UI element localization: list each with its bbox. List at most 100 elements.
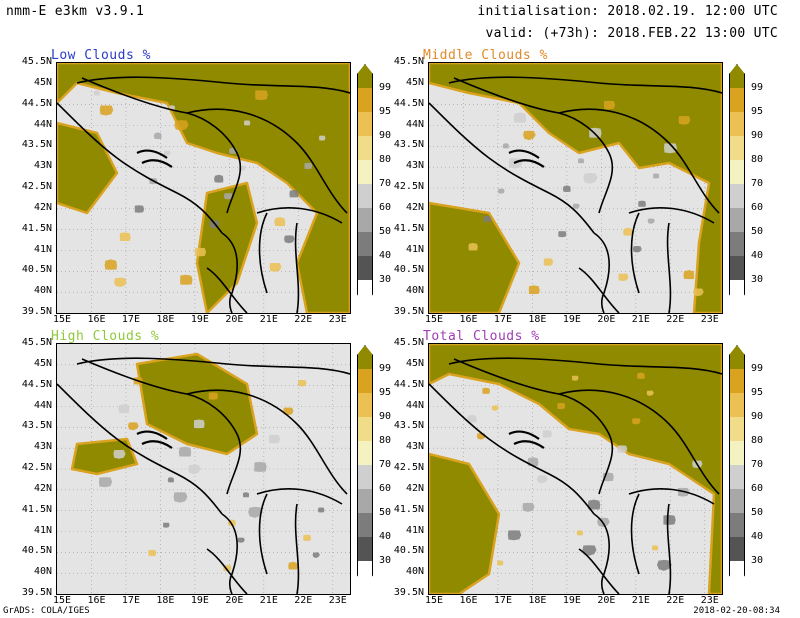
longitude-label: 15E xyxy=(424,314,444,325)
colorbar-tick: 70 xyxy=(751,459,764,470)
latitude-label: 44N xyxy=(405,399,424,411)
latitude-label: 41N xyxy=(405,524,424,536)
latitude-label: 43N xyxy=(33,160,52,172)
longitude-label: 18E xyxy=(528,314,547,325)
latitude-label: 44.5N xyxy=(21,378,52,390)
colorbar-segment xyxy=(357,280,373,304)
latitude-label: 45N xyxy=(33,76,52,88)
longitude-label: 23E xyxy=(700,595,719,606)
latitude-label: 40.5N xyxy=(393,264,424,276)
longitude-label: 22E xyxy=(294,595,313,606)
longitude-label: 20E xyxy=(597,595,616,606)
longitude-label: 19E xyxy=(190,314,209,325)
longitude-label: 17E xyxy=(121,314,140,325)
longitude-label: 16E xyxy=(459,314,478,325)
colorbar-segment xyxy=(357,160,373,184)
colorbar-segment xyxy=(729,465,745,489)
longitude-label: 21E xyxy=(631,314,650,325)
latitude-label: 42.5N xyxy=(393,462,424,473)
longitude-label: 18E xyxy=(528,595,547,606)
longitude-label: 19E xyxy=(562,314,581,325)
latitude-label: 45.5N xyxy=(393,337,424,348)
colorbar-segment xyxy=(357,513,373,537)
colorbar-segment xyxy=(357,345,373,370)
footer-credit: GrADS: COLA/IGES xyxy=(3,606,90,616)
initialisation-time: initialisation: 2018.02.19. 12:00 UTC xyxy=(477,4,778,19)
colorbar-tick: 30 xyxy=(751,274,764,285)
latitude-label: 43N xyxy=(33,441,52,453)
valid-time: valid: (+73h): 2018.FEB.22 13:00 UTC xyxy=(485,26,778,41)
colorbar-segment xyxy=(729,160,745,184)
colorbar-tick: 60 xyxy=(379,483,392,494)
longitude-label: 16E xyxy=(459,595,478,606)
colorbar-tick: 50 xyxy=(379,507,392,518)
colorbar-tick: 50 xyxy=(751,507,764,518)
colorbar-tick: 60 xyxy=(751,202,764,213)
cloud-area xyxy=(429,344,722,594)
longitude-label: 20E xyxy=(597,314,616,325)
colorbar-segment xyxy=(729,184,745,208)
colorbar-tick: 40 xyxy=(379,250,392,261)
map-canvas xyxy=(57,63,350,313)
footer-timestamp: 2018-02-20-08:34 xyxy=(693,606,780,616)
latitude-label: 42.5N xyxy=(21,462,52,473)
colorbar-tick: 90 xyxy=(379,411,392,422)
cloud-area xyxy=(195,181,259,313)
map-canvas xyxy=(57,344,350,594)
cloud-area xyxy=(429,201,521,313)
panel-title: Total Clouds % xyxy=(423,329,540,344)
colorbar-tick: 40 xyxy=(751,250,764,261)
longitude-label: 17E xyxy=(493,595,512,606)
colorbar-tick: 40 xyxy=(751,531,764,542)
colorbar-tick: 70 xyxy=(751,178,764,189)
latitude-label: 39.5N xyxy=(21,587,52,598)
latitude-label: 41N xyxy=(33,524,52,536)
latitude-label: 42.5N xyxy=(21,181,52,192)
country-borders xyxy=(429,357,722,594)
longitude-label: 20E xyxy=(225,595,244,606)
longitude-label: 23E xyxy=(328,314,347,325)
latitude-label: 43.5N xyxy=(393,420,424,432)
colorbar-tick: 50 xyxy=(751,226,764,237)
map-canvas xyxy=(429,344,722,594)
colorbar-tick: 95 xyxy=(751,387,764,398)
latitude-label: 41N xyxy=(405,243,424,255)
longitude-label: 22E xyxy=(666,595,685,606)
latitude-label: 45.5N xyxy=(21,337,52,348)
colorbar-segment xyxy=(729,441,745,465)
colorbar-tick: 80 xyxy=(751,435,764,446)
longitude-label: 16E xyxy=(87,595,106,606)
colorbar-tick: 95 xyxy=(379,106,392,117)
latitude-label: 43N xyxy=(405,441,424,453)
colorbar-segment xyxy=(729,537,745,561)
colorbar-segment xyxy=(357,256,373,280)
colorbar-segment xyxy=(729,513,745,537)
colorbar-segment xyxy=(357,184,373,208)
longitude-label: 17E xyxy=(121,595,140,606)
latitude-label: 44N xyxy=(405,118,424,130)
colorbar-segment xyxy=(729,208,745,232)
cloud-area xyxy=(57,121,119,215)
latitude-label: 43.5N xyxy=(393,139,424,151)
longitude-label: 17E xyxy=(493,314,512,325)
longitude-label: 18E xyxy=(156,595,175,606)
country-borders xyxy=(429,76,722,313)
colorbar-segment xyxy=(729,489,745,513)
latitude-label: 42.5N xyxy=(393,181,424,192)
cloud-area xyxy=(57,63,350,313)
colorbar-tick: 30 xyxy=(379,555,392,566)
panel-title: High Clouds % xyxy=(51,329,160,344)
longitude-label: 21E xyxy=(631,595,650,606)
latitude-label: 39.5N xyxy=(393,587,424,598)
latitude-label: 40.5N xyxy=(393,545,424,557)
cloud-map xyxy=(428,62,723,314)
colorbar-segment xyxy=(729,280,745,304)
colorbar-segment xyxy=(729,64,745,89)
colorbar-tick: 60 xyxy=(379,202,392,213)
longitude-label: 23E xyxy=(700,314,719,325)
colorbar-segment xyxy=(357,489,373,513)
colorbar-tick: 70 xyxy=(379,178,392,189)
latitude-label: 42N xyxy=(33,482,52,494)
latitude-label: 40N xyxy=(405,566,424,578)
latitude-label: 40.5N xyxy=(21,264,52,276)
